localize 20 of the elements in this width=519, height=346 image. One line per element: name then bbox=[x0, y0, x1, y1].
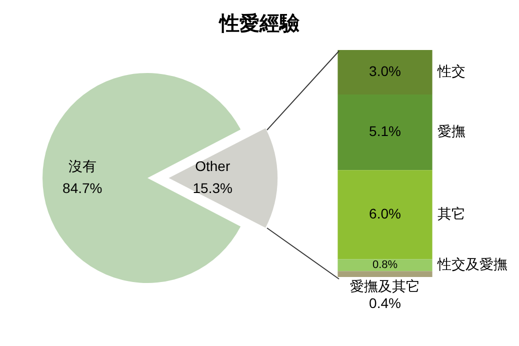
data-label: 6.0% bbox=[369, 206, 401, 222]
slice-label: Other bbox=[195, 158, 230, 174]
series-label: 愛撫 bbox=[437, 123, 466, 140]
data-label: 0.4% bbox=[369, 294, 401, 311]
series-label: 性交 bbox=[436, 63, 466, 80]
series-label: 性交及愛撫 bbox=[436, 256, 508, 272]
bar bbox=[338, 94, 432, 170]
slice-label: 沒有 bbox=[68, 158, 96, 174]
bar bbox=[338, 259, 432, 272]
series-label: 其它 bbox=[437, 206, 466, 222]
chart-title: 性愛經驗 bbox=[218, 12, 300, 37]
bar bbox=[338, 50, 432, 95]
bar bbox=[338, 170, 432, 260]
data-label: 15.3% bbox=[192, 180, 232, 196]
bar bbox=[338, 271, 432, 277]
data-label: 0.8% bbox=[372, 259, 398, 272]
data-label: 3.0% bbox=[369, 63, 401, 80]
data-label: 84.7% bbox=[62, 180, 102, 196]
series-label: 愛撫及其它 bbox=[350, 278, 420, 294]
data-label: 5.1% bbox=[369, 123, 401, 140]
